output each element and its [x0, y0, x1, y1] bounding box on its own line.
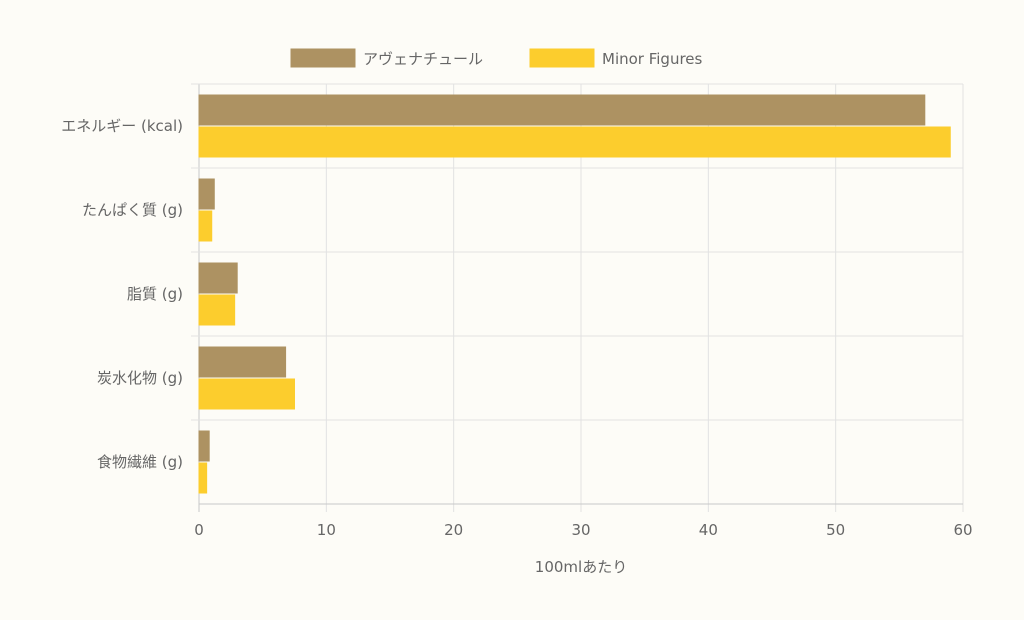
y-tick-label: 食物繊維 (g)	[97, 453, 183, 471]
y-tick-label: エネルギー (kcal)	[61, 117, 183, 135]
bar	[198, 94, 926, 126]
x-tick-label: 40	[699, 521, 718, 539]
bar	[198, 178, 215, 210]
x-axis-title: 100mlあたり	[535, 558, 627, 576]
bar	[198, 378, 295, 410]
legend-label: Minor Figures	[602, 50, 703, 68]
x-tick-label: 50	[826, 521, 845, 539]
legend-swatch	[529, 48, 595, 68]
x-tick-label: 10	[317, 521, 336, 539]
legend-label: アヴェナチュール	[363, 50, 483, 68]
bar	[198, 126, 951, 158]
y-tick-label: たんぱく質 (g)	[82, 201, 183, 219]
bar	[198, 294, 236, 326]
bar	[198, 462, 208, 494]
x-tick-label: 20	[444, 521, 463, 539]
y-tick-label: 脂質 (g)	[127, 285, 183, 303]
x-tick-label: 60	[953, 521, 972, 539]
bar	[198, 210, 213, 242]
x-tick-label: 30	[571, 521, 590, 539]
x-tick-label: 0	[194, 521, 204, 539]
legend-swatch	[290, 48, 356, 68]
bar	[198, 430, 210, 462]
y-tick-label: 炭水化物 (g)	[97, 369, 183, 387]
bar	[198, 346, 287, 378]
bar	[198, 262, 238, 294]
